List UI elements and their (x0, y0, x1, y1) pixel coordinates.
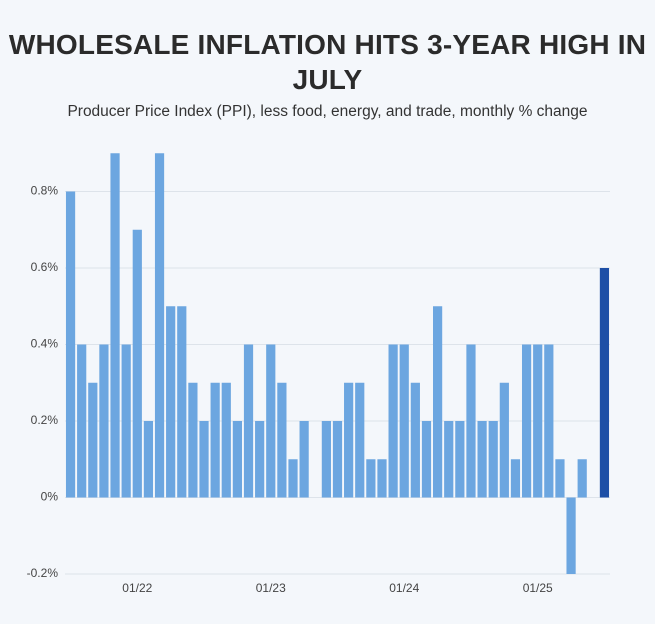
bar (99, 344, 109, 498)
bar (521, 344, 532, 498)
bar (577, 459, 587, 498)
chart-subtitle: Producer Price Index (PPI), less food, e… (67, 103, 588, 120)
bar (488, 421, 498, 498)
x-tick-label: 01/22 (122, 581, 152, 595)
bar (366, 459, 376, 498)
bar (466, 344, 476, 498)
bar (110, 153, 120, 498)
bar (243, 344, 254, 498)
bar (510, 459, 521, 498)
bar (299, 421, 309, 498)
bar (455, 421, 465, 498)
bar (410, 382, 420, 498)
bar (266, 344, 276, 498)
bar (255, 421, 265, 498)
bar (344, 382, 354, 498)
bar (88, 382, 98, 498)
bar (444, 421, 454, 498)
bar (355, 382, 365, 498)
y-tick-label: 0.6% (31, 260, 59, 274)
bar (221, 382, 231, 498)
bar (177, 306, 187, 498)
bar (332, 421, 343, 498)
bar (477, 421, 487, 498)
bar (555, 459, 565, 498)
bar (599, 268, 610, 498)
chart-title: WHOLESALE INFLATION HITS 3-YEAR HIGH IN … (8, 29, 647, 95)
y-tick-label: 0.2% (31, 413, 59, 427)
bar (421, 421, 432, 498)
bar (166, 306, 176, 498)
bar (143, 421, 154, 498)
bar (199, 421, 209, 498)
y-tick-label: 0% (41, 490, 59, 504)
bar (388, 344, 398, 498)
bar (77, 344, 87, 498)
bar (399, 344, 409, 498)
bar (544, 344, 554, 498)
bar (232, 421, 242, 498)
bar (188, 382, 198, 498)
bar (499, 382, 509, 498)
bar (154, 153, 165, 498)
x-tick-label: 01/24 (389, 581, 419, 595)
bar (533, 344, 543, 498)
x-tick-label: 01/23 (256, 581, 286, 595)
bar (321, 421, 331, 498)
bar (377, 459, 387, 498)
bar (277, 382, 287, 498)
bar (132, 229, 142, 498)
bar (65, 191, 76, 498)
bar (121, 344, 131, 498)
y-tick-label: 0.8% (31, 184, 59, 198)
bar (210, 382, 220, 498)
bar (433, 306, 443, 498)
y-tick-label: -0.2% (27, 566, 59, 580)
x-tick-label: 01/25 (523, 581, 553, 595)
y-tick-label: 0.4% (31, 337, 59, 351)
bar (566, 497, 576, 574)
bar (288, 459, 298, 498)
